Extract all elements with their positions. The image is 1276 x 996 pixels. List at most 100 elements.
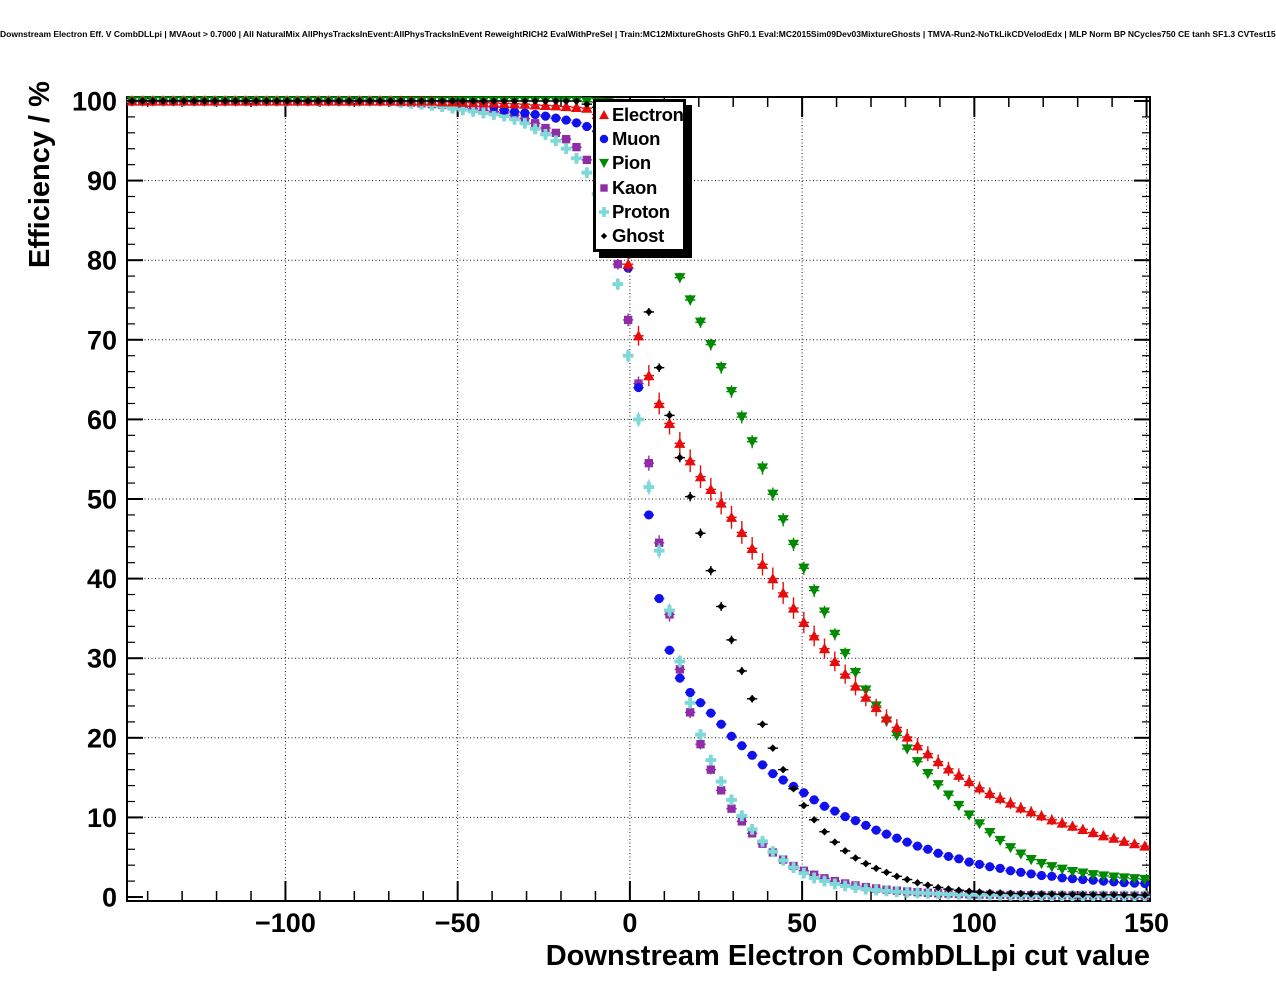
data-point [996, 889, 1004, 897]
data-point [479, 97, 488, 105]
data-point [973, 819, 986, 830]
data-point [633, 382, 644, 393]
data-point [262, 97, 271, 105]
data-point [901, 731, 913, 742]
data-point [283, 97, 291, 105]
data-point [738, 667, 746, 675]
data-point [757, 835, 768, 847]
data-point [686, 492, 694, 501]
data-point [510, 97, 519, 105]
data-point [582, 155, 591, 165]
legend-marker-glyph [599, 135, 609, 144]
data-point [663, 417, 676, 428]
data-point [1016, 867, 1026, 877]
data-point [705, 754, 717, 766]
data-point [676, 453, 684, 462]
data-point [539, 99, 552, 110]
legend-item-electron: Electron [597, 103, 684, 127]
data-point [717, 602, 725, 611]
data-point [1005, 866, 1016, 876]
data-point [335, 97, 343, 105]
data-point [1004, 797, 1017, 808]
data-point [314, 97, 322, 105]
y-tick-label: 90 [87, 166, 117, 196]
data-point [942, 790, 955, 801]
data-point [684, 455, 696, 466]
data-point [789, 785, 798, 793]
data-point [1078, 874, 1088, 885]
data-point [798, 616, 810, 627]
data-point [746, 542, 758, 553]
data-point [1097, 830, 1110, 841]
data-point [583, 100, 591, 108]
data-point [870, 884, 882, 896]
data-point [200, 97, 209, 105]
data-point [448, 97, 457, 105]
data-point [933, 848, 943, 858]
data-point [725, 386, 738, 398]
data-point [911, 757, 924, 768]
data-point [1067, 874, 1078, 884]
data-point [924, 881, 932, 889]
data-point [1089, 890, 1097, 899]
data-point [964, 857, 974, 867]
data-point [851, 854, 860, 862]
data-point [829, 655, 841, 666]
data-point [643, 481, 655, 493]
data-point [138, 97, 147, 105]
data-point [509, 107, 520, 117]
data-point [756, 463, 769, 474]
data-point [777, 587, 789, 598]
data-point [624, 315, 633, 325]
data-point [674, 273, 686, 284]
data-point [901, 744, 913, 755]
data-point [787, 539, 800, 550]
data-point [706, 708, 716, 718]
pion-marker-icon [599, 159, 609, 169]
data-point [1079, 890, 1087, 899]
data-point [1027, 890, 1035, 898]
data-point [571, 152, 582, 164]
data-point [664, 605, 675, 616]
data-point [551, 128, 560, 137]
data-point [953, 769, 965, 780]
data-point [417, 97, 426, 105]
data-point [943, 888, 954, 900]
data-point [643, 370, 655, 381]
data-point [942, 763, 955, 774]
data-point [870, 701, 882, 713]
data-point [498, 110, 510, 122]
data-point [975, 888, 984, 896]
data-point [787, 602, 800, 613]
data-point [779, 765, 787, 774]
data-point [696, 740, 705, 749]
kaon-marker-icon [600, 183, 608, 192]
data-point [736, 810, 748, 822]
x-tick-label: 50 [787, 908, 817, 938]
x-axis-title: Downstream Electron CombDLLpi cut value [545, 940, 1150, 972]
data-point [707, 566, 715, 575]
data-point [706, 765, 715, 774]
data-point [1128, 874, 1141, 885]
data-point [715, 497, 727, 508]
data-point [985, 862, 995, 872]
data-point [872, 864, 880, 873]
data-point [767, 573, 779, 584]
data-point [613, 260, 622, 269]
data-point [913, 878, 922, 887]
x-tick-label: 100 [952, 908, 997, 938]
legend-label: Pion [612, 152, 651, 174]
data-point [715, 363, 727, 374]
data-point [428, 97, 436, 105]
data-point [923, 844, 933, 854]
data-point [880, 712, 893, 723]
data-point [973, 782, 986, 793]
data-point [632, 330, 645, 341]
data-point [932, 780, 944, 791]
data-point [839, 880, 851, 892]
data-point [829, 878, 841, 890]
data-point [694, 317, 707, 328]
data-point [953, 800, 965, 812]
data-point [903, 875, 911, 884]
legend-marker-glyph [599, 159, 609, 169]
